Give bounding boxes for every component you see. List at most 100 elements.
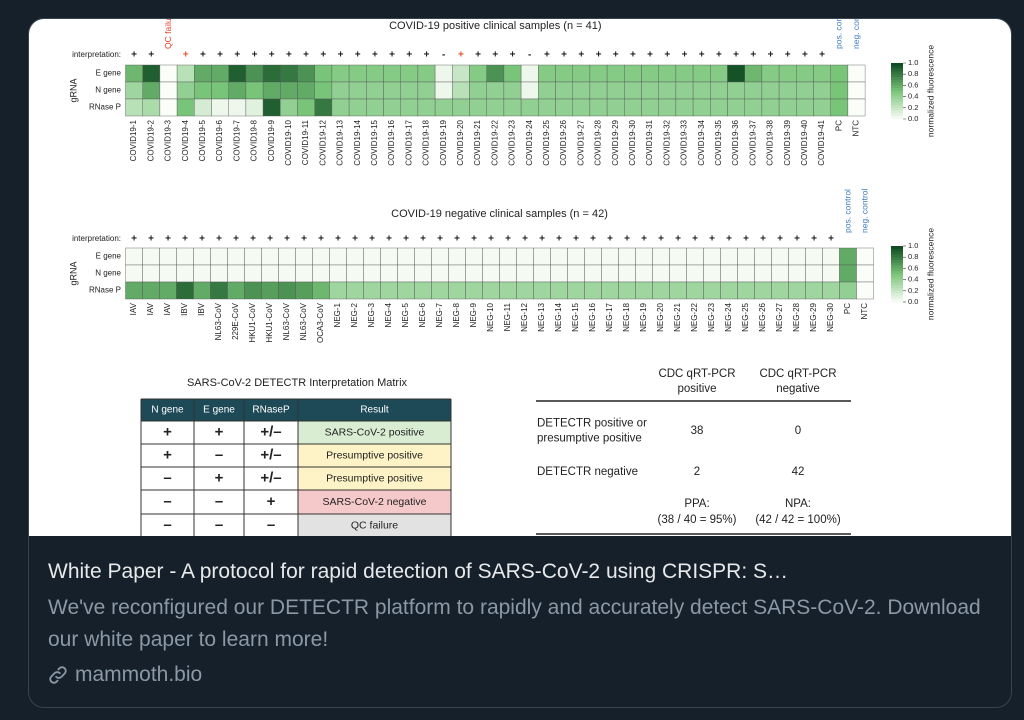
result-cell xyxy=(298,490,451,514)
heatmap-cell xyxy=(778,81,797,100)
row-label: E gene xyxy=(96,252,122,261)
column-label: COVID19-21 xyxy=(473,119,482,165)
interpretation-symbol: + xyxy=(148,234,154,245)
column-label: COVID19-27 xyxy=(576,119,585,165)
colorbar-segment xyxy=(891,246,903,250)
card-image: COVID-19 positive clinical samples (n = … xyxy=(29,19,1011,538)
interpretation-symbol: + xyxy=(355,50,361,61)
heatmap-cell xyxy=(830,81,849,100)
colorbar-segment xyxy=(891,110,903,114)
heatmap-cell xyxy=(669,247,687,266)
heatmap-cell xyxy=(486,81,505,100)
column-label: IBV xyxy=(197,302,206,316)
interpretation-symbol: + xyxy=(544,50,550,61)
matrix-header: E gene xyxy=(203,405,235,416)
heatmap-cell xyxy=(142,81,161,100)
interpretation-symbol: + xyxy=(406,50,412,61)
column-annotation: pos. control xyxy=(842,189,852,233)
interpretation-symbol: + xyxy=(578,50,584,61)
heatmap-cell xyxy=(295,247,313,266)
interpretation-symbol: + xyxy=(182,234,188,245)
matrix-header: N gene xyxy=(151,405,184,416)
card-domain[interactable]: mammoth.bio xyxy=(75,663,203,686)
card-title[interactable]: White Paper - A protocol for rapid detec… xyxy=(48,560,789,583)
column-label: COVID19-35 xyxy=(714,119,723,165)
interpretation-symbol: + xyxy=(664,50,670,61)
stats-header: CDC qRT-PCR xyxy=(759,368,836,380)
heatmap-cell xyxy=(312,264,330,283)
column-label: COVID19-40 xyxy=(800,119,809,165)
column-label: HKU1-CoV xyxy=(248,302,257,342)
heatmap-cell xyxy=(414,247,432,266)
interpretation-symbol: + xyxy=(252,50,258,61)
heatmap-cell xyxy=(125,247,143,266)
column-label: NEG-4 xyxy=(384,302,393,327)
heatmap-cell xyxy=(486,98,505,117)
heatmap-cell xyxy=(434,98,453,117)
heatmap-cell xyxy=(788,247,806,266)
interpretation-symbol: + xyxy=(199,234,205,245)
colorbar-segment xyxy=(891,96,903,100)
stats-footer: PPA: xyxy=(684,498,709,510)
heatmap-cell xyxy=(669,264,687,283)
link-card[interactable]: COVID-19 positive clinical samples (n = … xyxy=(28,18,1012,708)
heatmap-cell xyxy=(720,247,738,266)
heatmap-cell xyxy=(261,264,279,283)
heatmap-cell xyxy=(159,64,178,83)
heatmap-cell xyxy=(589,81,608,100)
heatmap-cell xyxy=(278,281,296,300)
heatmap-cell xyxy=(278,264,296,283)
colorbar-label: normalized fluorescence xyxy=(925,45,935,137)
heatmap-cell xyxy=(847,98,866,117)
colorbar-label: normalized fluorescence xyxy=(925,228,935,320)
interpretation-symbol: + xyxy=(819,50,825,61)
interpretation-symbol: - xyxy=(528,50,531,61)
heatmap-cell xyxy=(193,264,211,283)
heatmap-cell xyxy=(847,64,866,83)
heatmap-cell xyxy=(228,64,247,83)
colorbar-tick-label: 0.2 xyxy=(908,286,918,295)
heatmap-cell xyxy=(262,81,281,100)
interpretation-symbol: + xyxy=(596,50,602,61)
interpretation-symbol: + xyxy=(352,234,358,245)
column-label: COVID19-39 xyxy=(783,119,792,165)
interpretation-symbol: + xyxy=(320,50,326,61)
heatmap-cell xyxy=(727,98,745,117)
colorbar-tick-label: 0.0 xyxy=(908,297,918,306)
heatmap-cell xyxy=(176,247,194,266)
colorbar-tick-label: 0.6 xyxy=(908,263,918,272)
interpretation-symbol: + xyxy=(828,234,834,245)
colorbar-segment xyxy=(891,248,903,252)
column-label: NEG-22 xyxy=(690,302,699,331)
heatmap-cell xyxy=(635,281,653,300)
heatmap-cell xyxy=(550,247,568,266)
column-label: PC xyxy=(843,303,852,314)
column-label: COVID19-9 xyxy=(267,119,276,161)
interpretation-symbol: + xyxy=(303,50,309,61)
interpretation-label: interpretation: xyxy=(72,234,121,243)
heatmap-cell xyxy=(727,81,745,100)
heatmap-cell xyxy=(211,64,229,83)
colorbar-segment xyxy=(891,265,903,269)
interpretation-symbol: + xyxy=(284,234,290,245)
colorbar-segment xyxy=(891,260,903,264)
interpretation-symbol: + xyxy=(386,234,392,245)
heatmap-cell xyxy=(314,64,333,83)
heatmap-cell xyxy=(297,64,315,83)
colorbar-segment xyxy=(891,285,903,289)
heatmap-cell xyxy=(584,247,602,266)
matrix-cell: + xyxy=(163,423,172,440)
colorbar-tick-label: 0.4 xyxy=(908,275,918,284)
heatmap-cell xyxy=(778,98,797,117)
interpretation-symbol: + xyxy=(522,234,528,245)
heatmap-cell xyxy=(383,64,401,83)
column-label: COVID19-33 xyxy=(680,119,689,165)
interpretation-symbol: + xyxy=(389,50,395,61)
interpretation-symbol: + xyxy=(505,234,511,245)
column-label: NEG-17 xyxy=(605,302,614,331)
column-label: COVID19-12 xyxy=(318,119,327,165)
column-label: NEG-26 xyxy=(758,302,767,331)
interpretation-symbol: + xyxy=(301,234,307,245)
column-label: IAV xyxy=(163,302,172,315)
heatmap-cell xyxy=(211,98,229,117)
